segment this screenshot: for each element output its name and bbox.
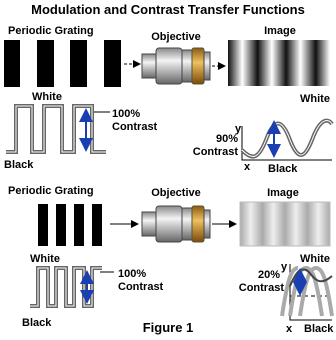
black-label: Black <box>22 317 52 329</box>
contrast-value: 20% <box>258 269 280 281</box>
x-label: x <box>244 161 251 173</box>
square-wave <box>6 105 106 153</box>
y-label: y <box>281 261 288 273</box>
contrast-label: Contrast <box>239 282 285 294</box>
white-label: White <box>300 93 330 105</box>
contrast-value: 90% <box>216 133 238 145</box>
contrast-label: Contrast <box>112 121 158 133</box>
axes <box>241 126 332 161</box>
contrast-label: Contrast <box>118 281 164 293</box>
black-label: Black <box>304 323 334 335</box>
y-label: y <box>235 123 242 135</box>
contrast-value: 100% <box>118 268 146 280</box>
title: Modulation and Contrast Transfer Functio… <box>31 2 305 17</box>
white-label: White <box>300 253 330 265</box>
black-label: Black <box>268 163 298 175</box>
image <box>228 40 330 86</box>
grating <box>4 40 121 87</box>
objective <box>141 47 211 85</box>
contrast-value: 100% <box>112 108 140 120</box>
square-wave <box>30 267 102 307</box>
objective-label: Objective <box>151 187 201 199</box>
contrast-label: Contrast <box>193 146 239 158</box>
square-wave <box>6 104 106 154</box>
caption: Figure 1 <box>143 320 194 335</box>
image-label: Image <box>264 25 296 37</box>
image-label: Image <box>267 187 299 199</box>
black-label: Black <box>4 159 34 171</box>
white-label: White <box>32 91 62 103</box>
grating <box>38 204 102 246</box>
objective <box>141 205 211 243</box>
x-label: x <box>286 323 293 335</box>
profile <box>241 120 333 158</box>
grating-label: Periodic Grating <box>8 25 94 37</box>
objective-label: Objective <box>151 31 201 43</box>
image <box>239 201 331 247</box>
white-label: White <box>30 253 60 265</box>
grating-label: Periodic Grating <box>8 185 94 197</box>
